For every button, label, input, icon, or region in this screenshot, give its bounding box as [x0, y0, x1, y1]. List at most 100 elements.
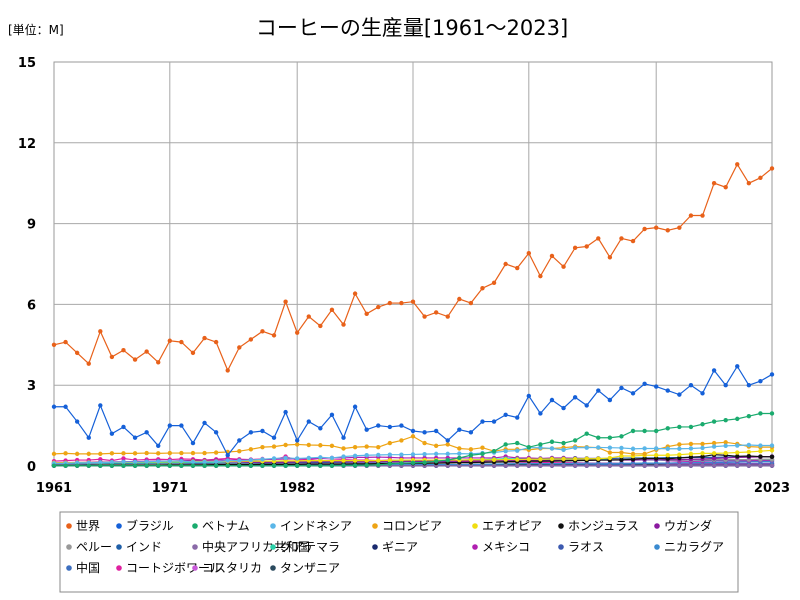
- data-point: [237, 438, 242, 443]
- data-point: [260, 444, 265, 450]
- data-point: [607, 463, 613, 468]
- data-point: [549, 446, 555, 451]
- data-point: [410, 460, 416, 465]
- data-point: [769, 166, 775, 171]
- data-point: [248, 430, 254, 435]
- y-tick-label: 15: [18, 56, 36, 71]
- data-point: [619, 453, 624, 459]
- data-point: [746, 181, 752, 186]
- data-point: [688, 213, 694, 218]
- data-point: [549, 463, 555, 468]
- data-point: [63, 339, 68, 345]
- legend-label: ラオス: [568, 540, 604, 554]
- data-point: [63, 463, 68, 468]
- legend-item: ギニア: [372, 540, 418, 554]
- data-point: [596, 463, 601, 468]
- legend-item: エチオピア: [472, 519, 542, 533]
- data-point: [653, 225, 659, 230]
- data-point: [688, 463, 694, 468]
- data-point: [677, 392, 682, 397]
- data-point: [665, 228, 670, 233]
- data-point: [526, 463, 532, 468]
- data-point: [422, 451, 427, 457]
- data-point: [132, 463, 138, 468]
- data-point: [468, 457, 474, 463]
- data-point: [723, 418, 728, 423]
- data-point: [677, 225, 682, 230]
- data-point: [619, 385, 624, 391]
- data-point: [700, 454, 705, 459]
- legend-item: ウガンダ: [654, 518, 712, 533]
- legend-marker: [270, 523, 276, 529]
- legend-item: ニカラグア: [654, 540, 724, 554]
- data-point: [376, 462, 381, 468]
- data-point: [329, 463, 335, 468]
- data-point: [688, 441, 694, 447]
- data-point: [109, 451, 115, 456]
- y-tick-label: 0: [27, 460, 36, 475]
- data-point: [156, 463, 161, 468]
- data-point: [190, 450, 196, 456]
- legend-marker: [372, 544, 378, 550]
- data-point: [561, 447, 566, 453]
- data-point: [329, 443, 335, 448]
- data-point: [167, 338, 173, 343]
- data-point: [318, 458, 323, 463]
- legend: 世界 ブラジル ベトナム インドネシア コロンビア エチオピア ホンジュラス ウガンダペルーイ…: [66, 518, 724, 575]
- data-point: [410, 452, 416, 457]
- data-point: [630, 428, 636, 434]
- data-point: [306, 463, 311, 468]
- data-point: [723, 443, 728, 448]
- data-point: [677, 452, 682, 457]
- data-point: [445, 451, 450, 457]
- data-point: [665, 456, 670, 461]
- data-point: [225, 463, 230, 468]
- data-point: [283, 409, 288, 415]
- data-point: [306, 455, 311, 461]
- data-point: [422, 430, 427, 435]
- legend-label: ペルー: [76, 540, 112, 554]
- data-point: [318, 323, 323, 329]
- data-point: [156, 360, 161, 365]
- data-point: [86, 463, 91, 468]
- data-point: [607, 455, 613, 461]
- data-point: [538, 273, 543, 279]
- data-point: [711, 181, 717, 186]
- legend-item: タンザニア: [270, 561, 340, 575]
- data-point: [387, 440, 393, 446]
- data-point: [109, 463, 115, 468]
- data-point: [665, 426, 670, 431]
- legend-item: 中国: [66, 560, 100, 575]
- data-point: [144, 450, 149, 456]
- data-point: [723, 185, 728, 190]
- data-point: [306, 419, 311, 424]
- y-tick-label: 3: [27, 379, 36, 394]
- data-point: [642, 463, 647, 468]
- data-point: [468, 300, 474, 306]
- data-point: [607, 445, 613, 450]
- data-point: [190, 459, 196, 465]
- data-point: [399, 461, 404, 466]
- data-point: [468, 430, 474, 435]
- data-point: [758, 448, 763, 454]
- data-point: [352, 458, 358, 463]
- data-point: [341, 458, 346, 463]
- data-point: [491, 457, 497, 463]
- data-point: [549, 456, 555, 462]
- data-point: [433, 458, 439, 464]
- data-point: [271, 435, 277, 440]
- data-point: [410, 434, 416, 439]
- data-point: [376, 444, 381, 450]
- data-point: [283, 463, 288, 468]
- data-point: [769, 411, 775, 416]
- chart-title: コーヒーの生産量[1961～2023]: [256, 16, 568, 40]
- data-point: [156, 459, 161, 464]
- series-3: [51, 442, 775, 466]
- data-point: [132, 451, 138, 456]
- data-point: [260, 463, 265, 468]
- x-tick-label: 2013: [638, 481, 674, 496]
- data-point: [735, 416, 740, 422]
- data-point: [665, 463, 670, 468]
- data-point: [399, 452, 404, 457]
- data-point: [607, 255, 613, 260]
